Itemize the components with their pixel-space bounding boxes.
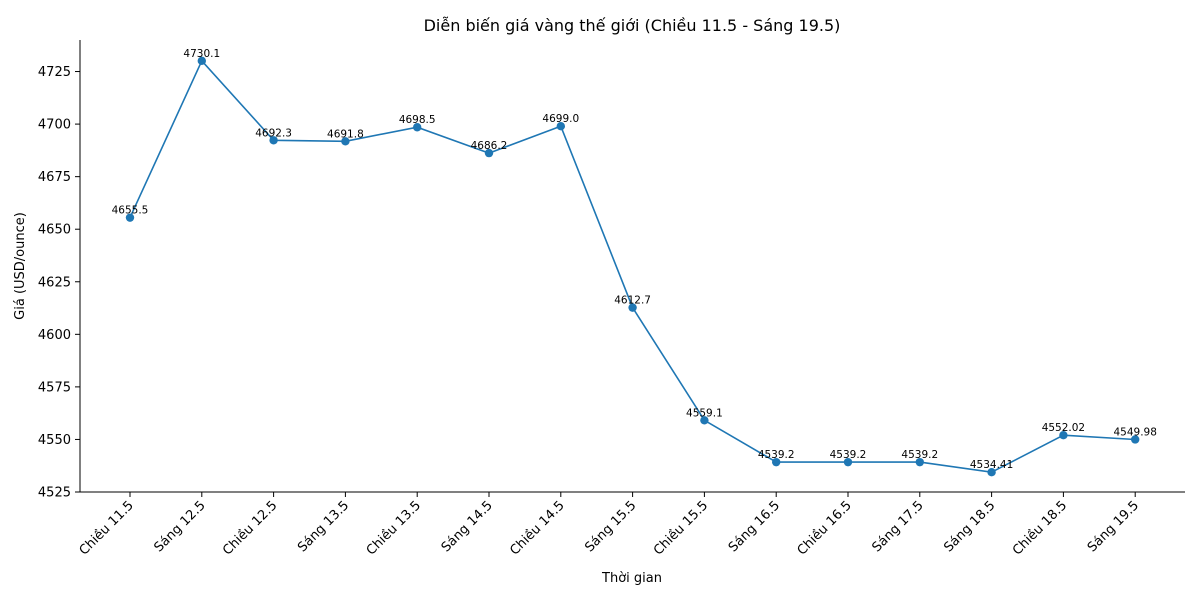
data-label: 4534.41	[970, 459, 1013, 471]
x-tick-label: Sáng 19.5	[1085, 498, 1142, 555]
data-point	[484, 148, 494, 158]
data-label: 4691.8	[327, 128, 364, 140]
x-tick-label: Sáng 18.5	[941, 498, 998, 555]
data-point	[269, 136, 278, 145]
series-line	[129, 59, 1136, 474]
x-tick-label: Sáng 15.5	[582, 498, 639, 555]
x-tick-label: Chiều 14.5	[507, 498, 567, 558]
y-tick-label: 4675	[38, 170, 71, 185]
y-tick-label: 4650	[38, 223, 71, 238]
data-label: 4539.2	[830, 449, 867, 461]
x-tick-label: Sáng 17.5	[869, 498, 926, 555]
y-tick-label: 4725	[38, 65, 71, 80]
y-tick-label: 4550	[38, 433, 71, 448]
plot-area: 4525 4550 4575 4600 4625 4650 4675 4700 4725 Chiề…	[38, 40, 1185, 559]
data-label: 4552.02	[1042, 422, 1085, 434]
data-point	[987, 468, 996, 477]
data-label: 4539.2	[901, 449, 938, 461]
y-tick-label: 4625	[38, 275, 71, 290]
data-label: 4559.1	[686, 407, 723, 419]
x-tick-label: Chiều 13.5	[364, 498, 424, 558]
data-label: 4730.1	[183, 48, 220, 60]
y-tick-label: 4700	[38, 118, 71, 133]
data-point	[1059, 430, 1068, 440]
data-point	[700, 416, 709, 425]
x-tick-label: Chiều 18.5	[1010, 498, 1070, 558]
x-tick-label: Chiều 12.5	[220, 498, 280, 558]
data-point	[413, 123, 422, 132]
y-tick-label: 4600	[38, 328, 71, 343]
x-tick-label: Sáng 13.5	[295, 498, 352, 555]
x-axis-label: Thời gian	[601, 571, 662, 586]
data-label: 4612.7	[614, 295, 651, 307]
data-point	[772, 457, 781, 467]
data-point	[1131, 435, 1140, 444]
data-point	[556, 121, 565, 131]
data-label: 4539.2	[758, 449, 795, 461]
data-point	[628, 303, 637, 312]
x-tick-label: Sáng 12.5	[151, 498, 208, 555]
x-tick-label: Chiều 15.5	[651, 498, 711, 558]
x-tick-label: Chiều 16.5	[795, 498, 855, 558]
y-axis-label: Giá (USD/ounce)	[13, 212, 28, 320]
x-tick-label: Sáng 14.5	[439, 498, 496, 555]
data-label: 4655.5	[112, 205, 149, 217]
y-tick-label: 4525	[38, 486, 71, 501]
data-point	[915, 457, 924, 467]
y-tick-label: 4575	[38, 380, 71, 395]
data-point	[197, 56, 206, 66]
x-tick-label: Chiều 11.5	[77, 498, 137, 558]
data-label: 4699.0	[542, 113, 579, 125]
data-point	[341, 137, 350, 146]
data-point	[125, 213, 135, 222]
data-point	[843, 457, 853, 467]
data-label: 4549.98	[1113, 426, 1156, 438]
data-label: 4686.2	[471, 140, 508, 152]
data-label: 4698.5	[399, 114, 436, 126]
chart-title: Diễn biến giá vàng thế giới (Chiều 11.5 …	[424, 16, 841, 35]
x-tick-label: Sáng 16.5	[726, 498, 783, 555]
data-label: 4692.3	[255, 127, 292, 139]
